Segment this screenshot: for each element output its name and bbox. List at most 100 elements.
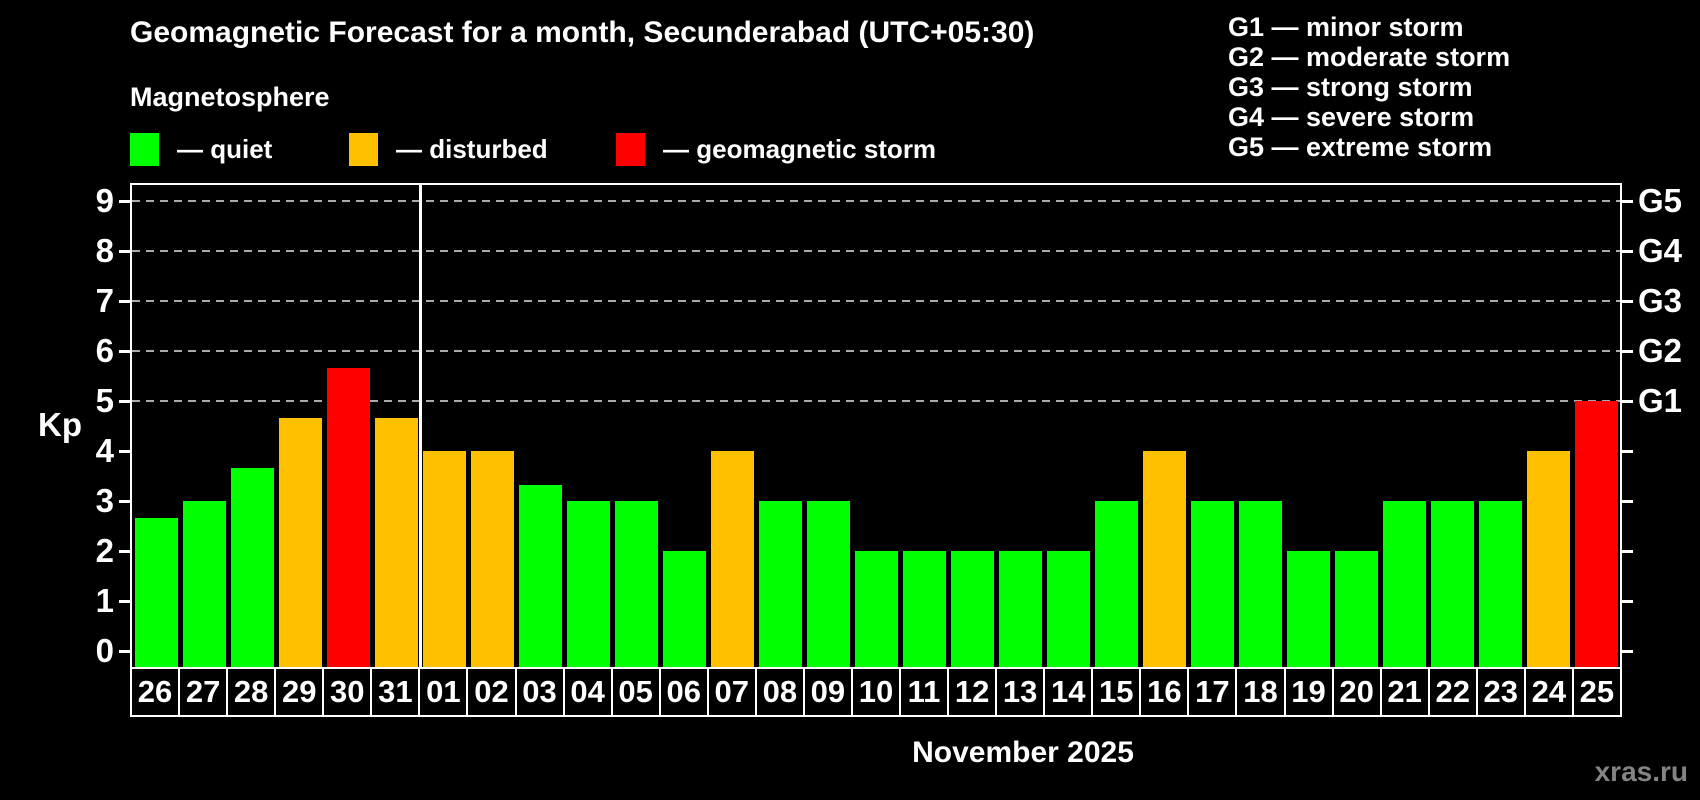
day-cell-11: 11 xyxy=(901,669,950,715)
kp-bar-day-07 xyxy=(710,451,754,667)
day-cell-29: 29 xyxy=(276,669,325,715)
kp-bar-day-10 xyxy=(854,551,898,667)
y-axis-tick-9 xyxy=(119,199,130,203)
right-axis-tick-4 xyxy=(1622,449,1633,453)
disturbed-color-swatch xyxy=(349,133,378,166)
gridline-kp9 xyxy=(132,200,1620,202)
storm-scale-g5: G5 — extreme storm xyxy=(1228,132,1493,162)
storm-scale-g2: G2 — moderate storm xyxy=(1228,42,1511,72)
y-axis-tick-8 xyxy=(119,249,130,253)
day-cell-20: 20 xyxy=(1334,669,1382,715)
day-cell-09: 09 xyxy=(805,669,853,715)
right-axis-label-g4: G4 xyxy=(1638,232,1683,269)
day-cell-06: 06 xyxy=(661,669,709,715)
kp-bar-day-12 xyxy=(950,551,994,667)
day-cell-24: 24 xyxy=(1526,669,1574,715)
right-axis-tick-1 xyxy=(1622,599,1633,603)
kp-bar-day-30 xyxy=(326,367,370,667)
legend-item-storm: — geomagnetic storm xyxy=(616,133,936,166)
y-axis-title: Kp xyxy=(38,406,82,443)
y-axis-tick-3 xyxy=(119,499,130,503)
page-title: Geomagnetic Forecast for a month, Secund… xyxy=(130,16,1035,49)
right-axis-tick-6 xyxy=(1622,349,1633,353)
kp-bar-day-22 xyxy=(1430,501,1474,667)
day-cell-08: 08 xyxy=(757,669,805,715)
day-cell-07: 07 xyxy=(709,669,757,715)
kp-bar-day-03 xyxy=(518,484,562,667)
kp-bar-day-18 xyxy=(1238,501,1282,667)
kp-bar-day-16 xyxy=(1142,451,1186,667)
legend-item-disturbed: — disturbed xyxy=(349,133,548,166)
y-axis-label-7: 7 xyxy=(95,282,114,319)
kp-bar-day-31 xyxy=(374,417,418,667)
right-axis-tick-9 xyxy=(1622,199,1633,203)
day-cell-05: 05 xyxy=(613,669,661,715)
right-axis-tick-3 xyxy=(1622,499,1633,503)
day-cell-23: 23 xyxy=(1478,669,1526,715)
day-cell-19: 19 xyxy=(1286,669,1334,715)
right-axis-tick-5 xyxy=(1622,399,1633,403)
kp-bar-day-02 xyxy=(470,451,514,667)
day-cell-03: 03 xyxy=(517,669,565,715)
y-axis-label-2: 2 xyxy=(95,532,114,569)
day-cell-15: 15 xyxy=(1093,669,1142,715)
y-axis-tick-5 xyxy=(119,399,130,403)
kp-bar-day-15 xyxy=(1094,501,1138,667)
y-axis-tick-1 xyxy=(119,599,130,603)
gridline-kp7 xyxy=(132,300,1620,302)
day-cell-25: 25 xyxy=(1579,674,1615,709)
y-axis-label-1: 1 xyxy=(95,582,114,619)
kp-bar-day-26 xyxy=(134,517,178,667)
kp-bar-day-13 xyxy=(998,551,1042,667)
kp-bar-day-09 xyxy=(806,501,850,667)
legend-label: — disturbed xyxy=(396,134,548,164)
kp-bar-day-08 xyxy=(758,501,802,667)
kp-bar-day-20 xyxy=(1334,551,1378,667)
kp-bar-day-05 xyxy=(614,501,658,667)
day-cell-21: 21 xyxy=(1382,669,1430,715)
day-cell-01: 01 xyxy=(420,669,469,715)
kp-bar-day-21 xyxy=(1382,501,1426,667)
day-cell-16: 16 xyxy=(1141,669,1190,715)
kp-bar-day-24 xyxy=(1526,451,1570,667)
storm-scale-g1: G1 — minor storm xyxy=(1228,12,1464,42)
storm-scale-legend: G1 — minor storm G2 — moderate storm G3 … xyxy=(1228,12,1510,162)
month-separator-line xyxy=(418,185,422,667)
right-axis-label-g5: G5 xyxy=(1638,182,1683,219)
plot-area xyxy=(130,183,1622,667)
day-cell-14: 14 xyxy=(1045,669,1094,715)
storm-scale-g3: G3 — strong storm xyxy=(1228,72,1473,102)
right-axis-tick-0 xyxy=(1622,649,1633,653)
day-cell-17: 17 xyxy=(1189,669,1238,715)
y-axis-label-3: 3 xyxy=(95,482,114,519)
quiet-color-swatch xyxy=(130,133,159,166)
y-axis-tick-7 xyxy=(119,299,130,303)
subtitle: Magnetosphere xyxy=(130,82,330,112)
day-cell-10: 10 xyxy=(853,669,901,715)
right-axis-label-g1: G1 xyxy=(1638,382,1683,419)
day-cell-27: 27 xyxy=(180,669,229,715)
kp-bar-day-14 xyxy=(1046,551,1090,667)
kp-bar-day-29 xyxy=(278,417,322,667)
kp-bar-day-19 xyxy=(1286,551,1330,667)
right-axis-tick-8 xyxy=(1622,249,1633,253)
kp-bar-day-01 xyxy=(422,451,466,667)
y-axis-label-9: 9 xyxy=(95,182,114,219)
right-axis-tick-7 xyxy=(1622,299,1633,303)
x-axis-title: November 2025 xyxy=(912,736,1134,769)
legend-label: — geomagnetic storm xyxy=(663,134,937,164)
day-cell-13: 13 xyxy=(997,669,1046,715)
day-cell-02: 02 xyxy=(468,669,517,715)
y-axis-tick-0 xyxy=(119,649,130,653)
day-cell-31: 31 xyxy=(372,669,421,715)
right-axis-label-g2: G2 xyxy=(1638,332,1683,369)
legend-label: — quiet xyxy=(177,134,273,164)
gridline-kp6 xyxy=(132,350,1620,352)
kp-bar-day-11 xyxy=(902,551,946,667)
y-axis-label-8: 8 xyxy=(95,232,114,269)
storm-scale-g4: G4 — severe storm xyxy=(1228,102,1475,132)
day-cell-28: 28 xyxy=(228,669,277,715)
y-axis-tick-4 xyxy=(119,449,130,453)
kp-bar-day-27 xyxy=(182,501,226,667)
day-cell-12: 12 xyxy=(949,669,998,715)
